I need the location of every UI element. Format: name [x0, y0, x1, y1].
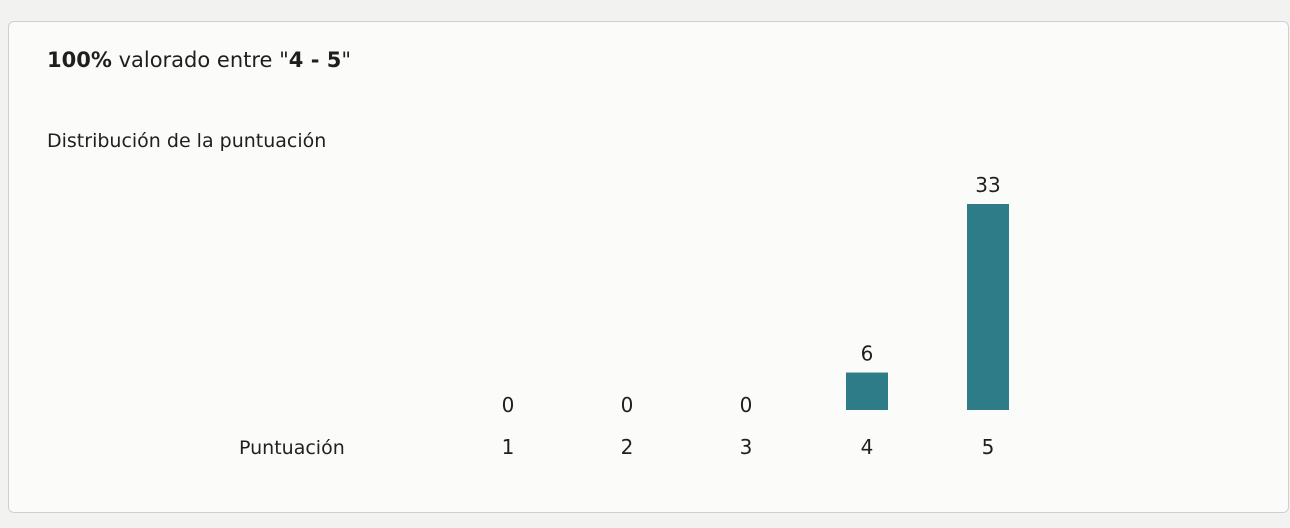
category-label-4: 4 — [861, 435, 874, 459]
category-label-2: 2 — [621, 435, 634, 459]
rating-percent: 100% — [47, 48, 112, 72]
rating-headline-quote: " — [341, 48, 352, 72]
value-label-5: 33 — [975, 173, 1000, 197]
value-label-1: 0 — [502, 393, 515, 417]
rating-headline-text: valorado entre " — [111, 48, 289, 72]
category-label-5: 5 — [982, 435, 995, 459]
value-label-2: 0 — [621, 393, 634, 417]
value-label-4: 6 — [861, 342, 874, 366]
rating-range: 4 - 5 — [288, 48, 342, 72]
category-label-1: 1 — [502, 435, 515, 459]
distribution-title: Distribución de la puntuación — [47, 130, 327, 152]
x-axis-label: Puntuación — [239, 437, 345, 459]
bar-5 — [967, 204, 1009, 410]
value-label-3: 0 — [740, 393, 753, 417]
rating-distribution-chart: Puntuación 0 1 0 2 0 3 6 4 33 5 — [239, 173, 1009, 459]
category-label-3: 3 — [740, 435, 753, 459]
bar-4 — [846, 372, 888, 410]
rating-headline: 100% valorado entre "4 - 5" — [47, 50, 351, 71]
rating-summary-card: 100% valorado entre "4 - 5" Distribución… — [8, 21, 1289, 513]
